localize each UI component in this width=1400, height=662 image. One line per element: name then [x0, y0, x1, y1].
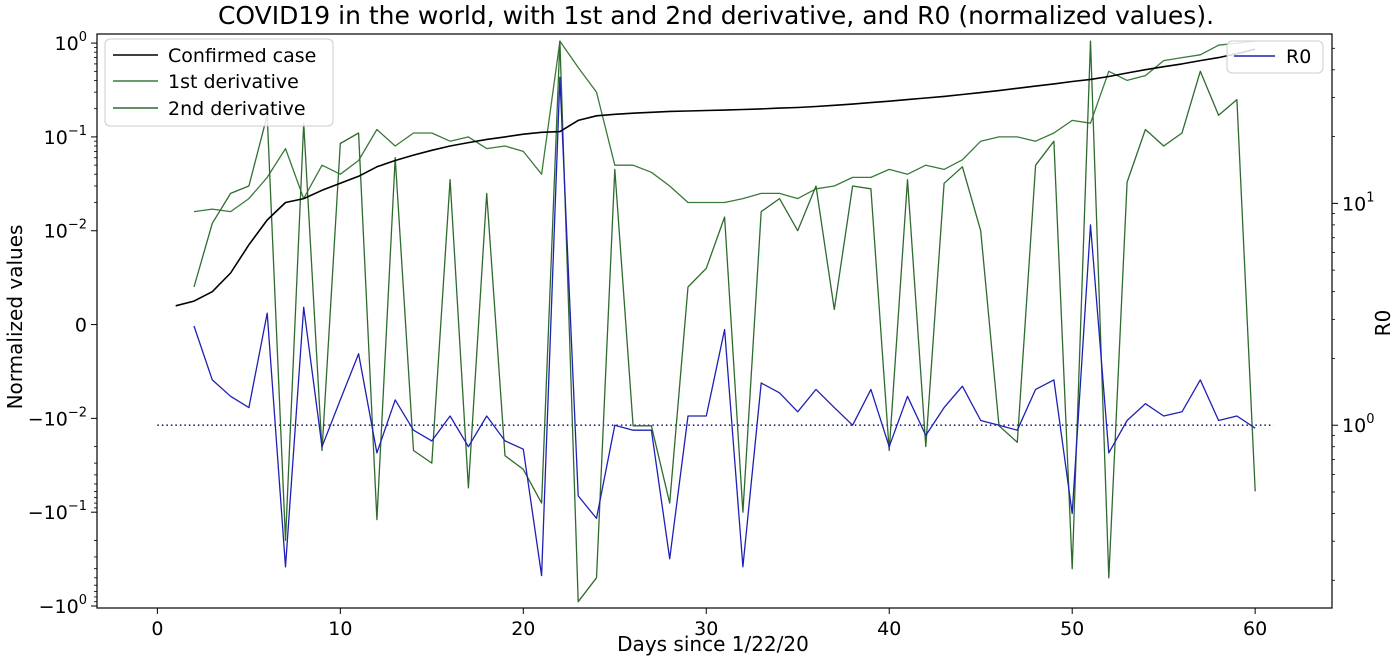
y-tick-label: 100 — [55, 30, 87, 55]
x-tick-label: 0 — [151, 618, 163, 640]
series-layer — [157, 40, 1274, 603]
legend-right-box — [1226, 40, 1324, 74]
y2-axis-label: R0 — [1371, 310, 1395, 337]
y2-tick-label: 101 — [1342, 190, 1374, 215]
legend-label-first-derivative: 1st derivative — [168, 71, 299, 93]
y-tick-label: −10−2 — [28, 405, 87, 430]
y-tick-label: −10−1 — [28, 499, 87, 524]
x-tick-label: 20 — [511, 618, 535, 640]
y-axis-label: Normalized values — [3, 225, 27, 410]
legend-right: R0 — [1226, 40, 1324, 74]
y-tick-label: 10−2 — [44, 218, 87, 243]
series-line-confirmed-case — [175, 48, 1256, 307]
series-line-2nd-derivative — [193, 40, 1256, 603]
y-tick-label: 10−1 — [44, 124, 87, 149]
x-tick-label: 50 — [1060, 618, 1084, 640]
legend-left-box — [104, 38, 334, 127]
x-tick-label: 60 — [1243, 618, 1267, 640]
x-tick-label: 10 — [328, 618, 352, 640]
legend-label-second-derivative: 2nd derivative — [168, 98, 306, 120]
y-tick-label: 0 — [75, 315, 87, 337]
legend-label-confirmed: Confirmed case — [168, 45, 316, 67]
x-axis-label: Days since 1/22/20 — [617, 632, 809, 656]
legend-label-r0: R0 — [1286, 46, 1311, 68]
plot-frame — [96, 33, 1333, 609]
series-line-r0 — [193, 76, 1256, 577]
axes-layer: 0 10 20 30 40 50 60 100 10−1 10−2 0 −10−2 −10−1 −100 1… — [28, 30, 1375, 640]
x-tick-label: 40 — [877, 618, 901, 640]
series-line-1st-derivative — [193, 40, 1256, 213]
legend-left: Confirmed case 1st derivative 2nd deriva… — [104, 38, 334, 127]
x-tick-label: 30 — [694, 618, 718, 640]
y2-tick-label: 100 — [1342, 412, 1374, 437]
y-tick-label: −100 — [39, 593, 87, 618]
chart-title: COVID19 in the world, with 1st and 2nd d… — [218, 1, 1214, 30]
